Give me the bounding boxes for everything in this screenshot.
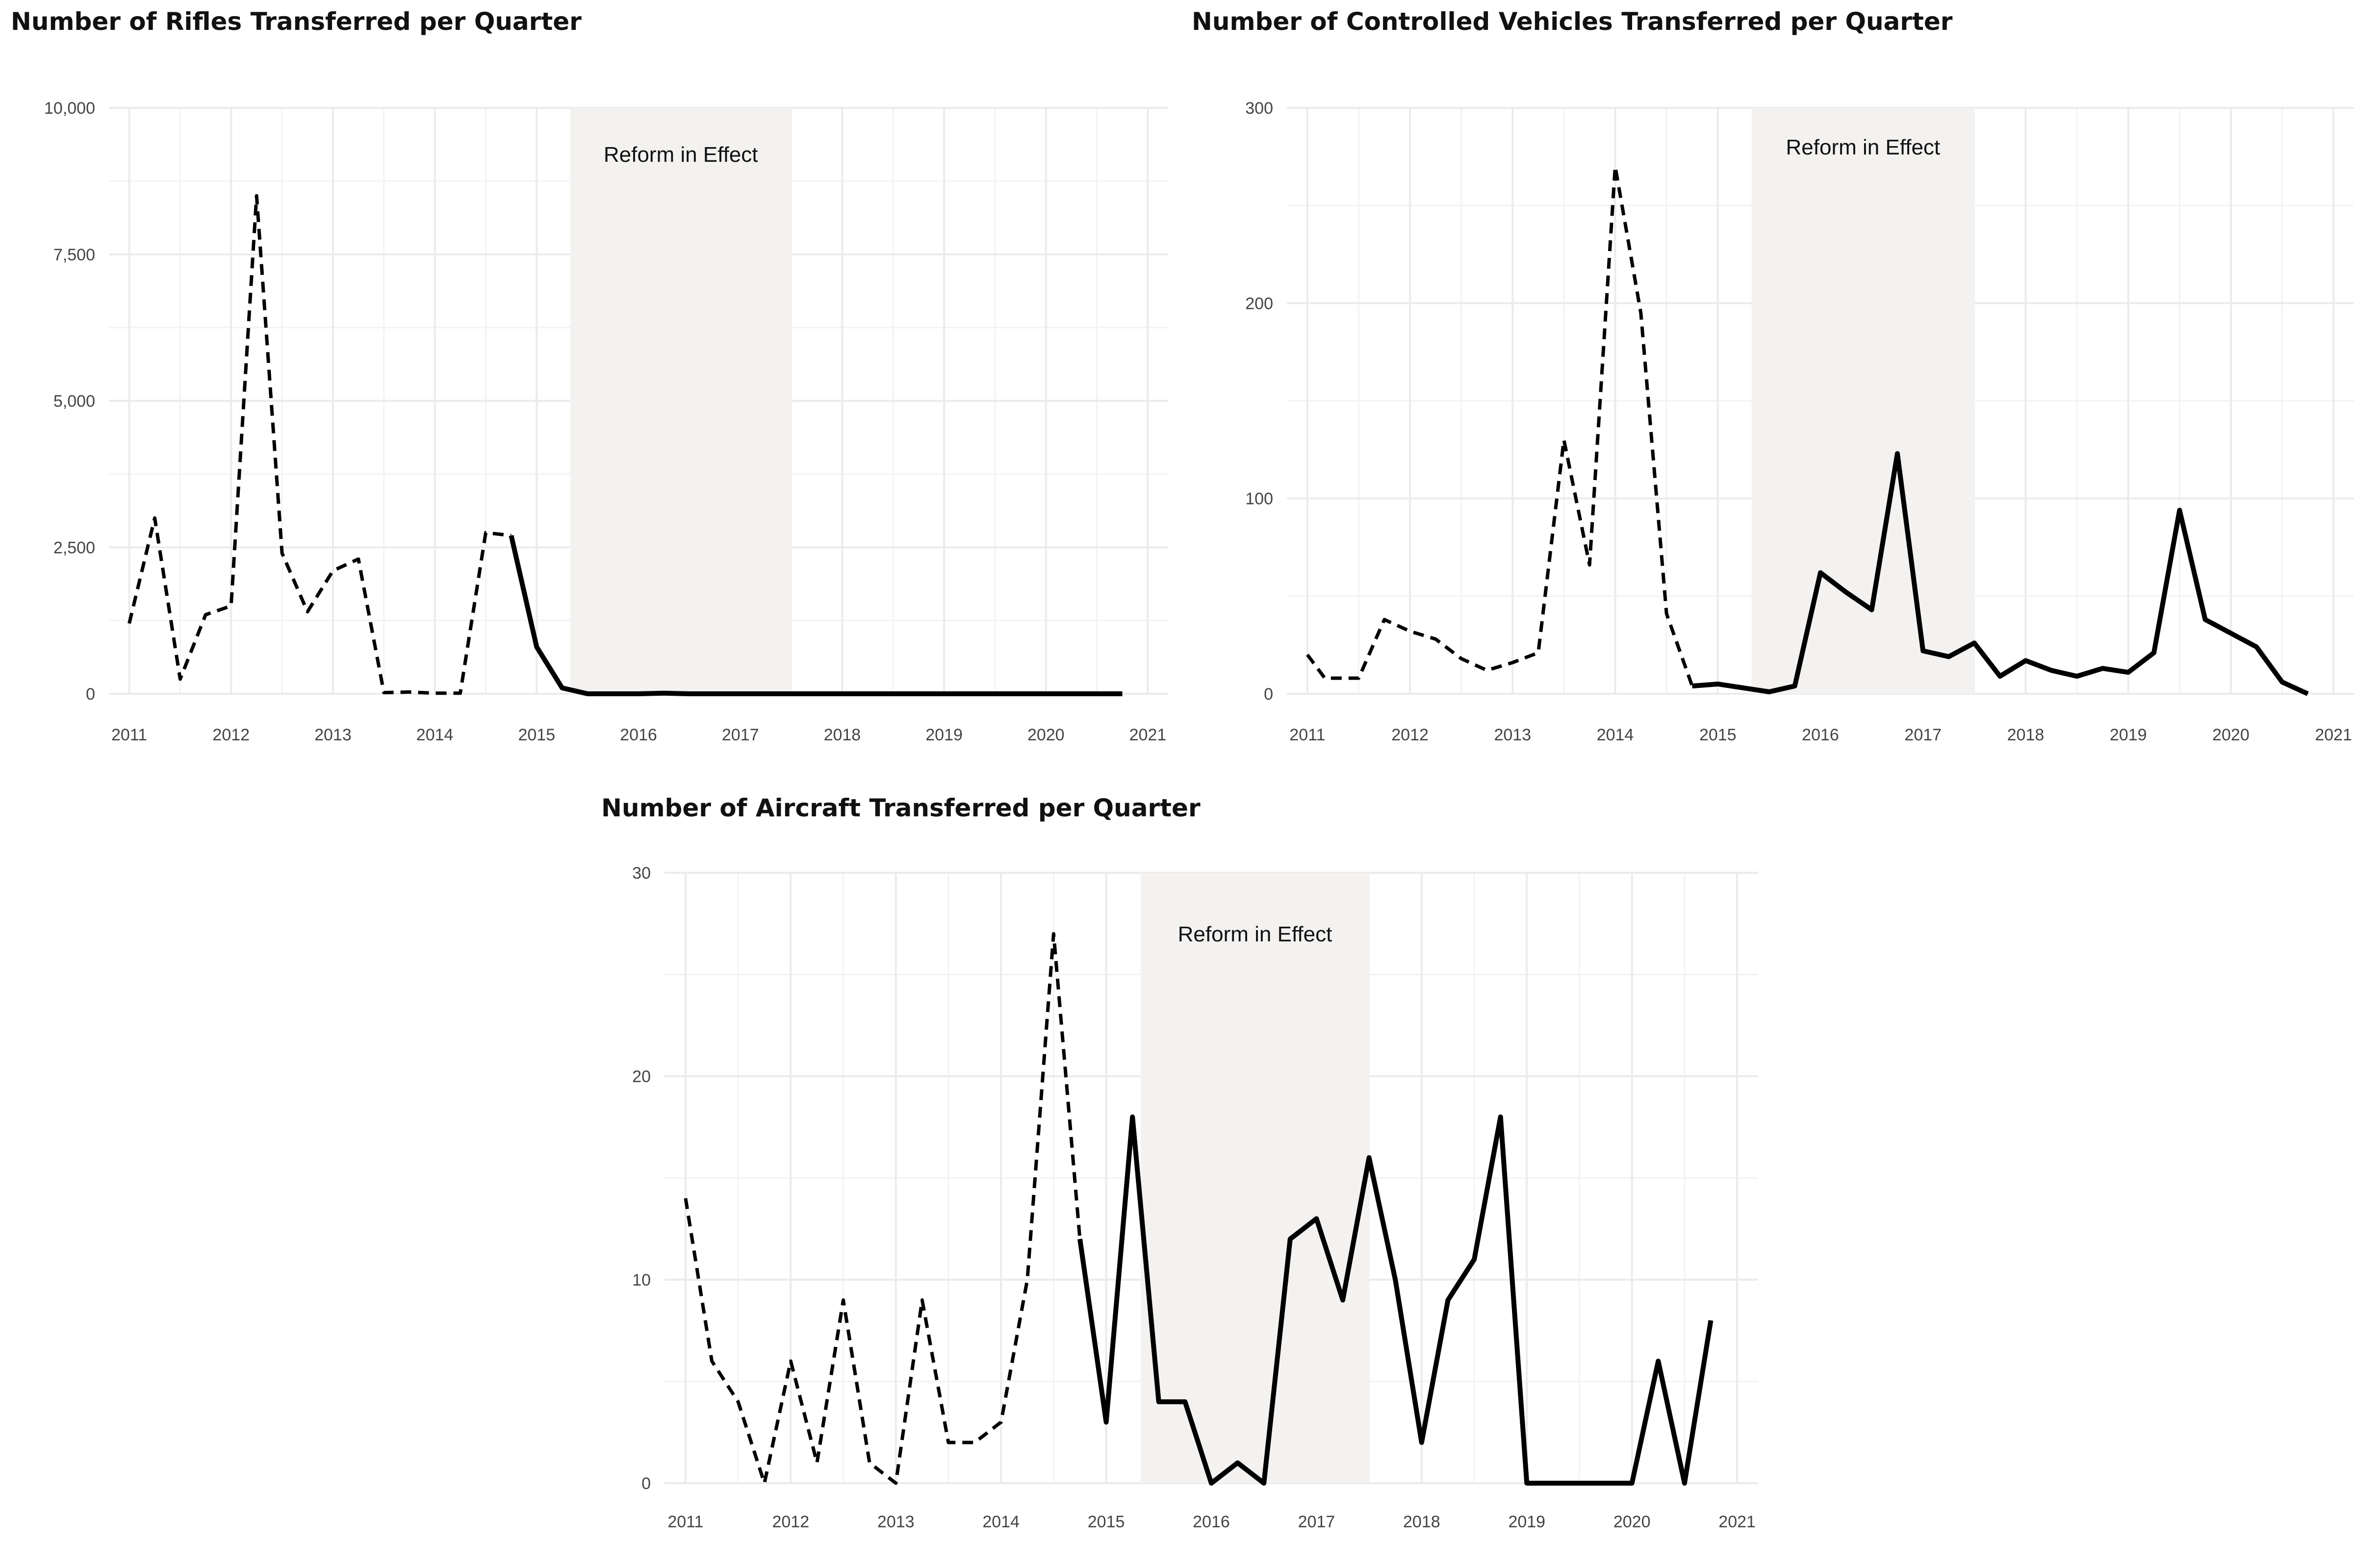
x-tick-label: 2018 (824, 726, 861, 744)
series-line-before (128, 194, 512, 695)
chart-title: Number of Controlled Vehicles Transferre… (1192, 7, 1953, 36)
x-axis-ticks: 2011 2012 2013 2014 2015 2016 2017 2018 2019 2020… (667, 1513, 1756, 1531)
panel-controlled-vehicles: Number of Controlled Vehicles Transferre… (1192, 7, 2354, 744)
y-tick-label: 0 (641, 1474, 651, 1493)
series-line-after (509, 535, 1123, 696)
reform-shaded-band (570, 108, 792, 694)
x-tick-label: 2017 (1904, 726, 1942, 744)
y-axis-ticks: 0 100 200 300 (1245, 99, 1273, 704)
y-tick-label: 20 (632, 1067, 651, 1086)
x-tick-label: 2016 (1193, 1513, 1230, 1531)
x-tick-label: 2021 (2315, 726, 2352, 744)
reform-annotation-label: Reform in Effect (1178, 922, 1332, 946)
y-axis-ticks: 0 2,500 5,000 7,500 10,000 (44, 99, 95, 704)
x-tick-label: 2021 (1129, 726, 1167, 744)
x-tick-label: 2013 (1494, 726, 1531, 744)
y-tick-label: 7,500 (53, 246, 95, 264)
reform-shaded-band (1751, 108, 1974, 694)
x-tick-label: 2018 (1403, 1513, 1440, 1531)
chart-title: Number of Rifles Transferred per Quarter (11, 7, 582, 36)
x-tick-label: 2018 (2007, 726, 2045, 744)
x-tick-label: 2015 (518, 726, 555, 744)
x-tick-label: 2012 (772, 1513, 809, 1531)
series-line-before (1305, 165, 1694, 687)
x-tick-label: 2019 (925, 726, 963, 744)
x-tick-label: 2012 (1391, 726, 1429, 744)
y-tick-label: 10 (632, 1271, 651, 1290)
series-line-after (1692, 451, 2309, 696)
x-tick-label: 2015 (1088, 1513, 1125, 1531)
x-tick-label: 2014 (1597, 726, 1634, 744)
x-tick-label: 2016 (620, 726, 657, 744)
reform-annotation-label: Reform in Effect (1786, 135, 1941, 159)
reform-annotation-label: Reform in Effect (604, 143, 758, 167)
y-tick-label: 5,000 (53, 392, 95, 411)
x-tick-label: 2011 (667, 1513, 703, 1531)
x-tick-label: 2013 (877, 1513, 915, 1531)
y-tick-label: 0 (86, 685, 95, 704)
x-tick-label: 2019 (1508, 1513, 1545, 1531)
x-tick-label: 2020 (1613, 1513, 1651, 1531)
x-tick-label: 2014 (416, 726, 454, 744)
x-tick-label: 2020 (1027, 726, 1065, 744)
panel-rifles: Number of Rifles Transferred per Quarter… (11, 7, 1168, 744)
x-tick-label: 2013 (314, 726, 352, 744)
y-tick-label: 0 (1264, 685, 1273, 704)
series-line-before (684, 932, 1082, 1485)
x-axis-ticks: 2011 2012 2013 2014 2015 2016 2017 2018 2019 2020… (111, 726, 1166, 744)
x-tick-label: 2011 (1289, 726, 1325, 744)
x-tick-label: 2017 (1298, 1513, 1335, 1531)
y-tick-label: 10,000 (44, 99, 95, 118)
x-tick-label: 2019 (2110, 726, 2147, 744)
x-tick-label: 2021 (1718, 1513, 1756, 1531)
x-tick-label: 2012 (212, 726, 250, 744)
reform-shaded-band (1141, 873, 1369, 1483)
x-tick-label: 2017 (722, 726, 759, 744)
y-tick-label: 2,500 (53, 538, 95, 557)
x-tick-label: 2011 (111, 726, 147, 744)
series-line-after (1077, 1114, 1714, 1486)
x-tick-label: 2016 (1802, 726, 1839, 744)
panel-aircraft: Number of Aircraft Transferred per Quart… (601, 794, 1758, 1531)
y-axis-ticks: 0 10 20 30 (632, 864, 651, 1493)
chart-title: Number of Aircraft Transferred per Quart… (601, 794, 1201, 822)
x-tick-label: 2015 (1699, 726, 1737, 744)
y-tick-label: 200 (1245, 294, 1273, 313)
x-axis-ticks: 2011 2012 2013 2014 2015 2016 2017 2018 2019 2020… (1289, 726, 2352, 744)
x-tick-label: 2020 (2212, 726, 2250, 744)
y-tick-label: 100 (1245, 490, 1273, 508)
x-tick-label: 2014 (982, 1513, 1020, 1531)
y-tick-label: 300 (1245, 99, 1273, 118)
y-tick-label: 30 (632, 864, 651, 883)
